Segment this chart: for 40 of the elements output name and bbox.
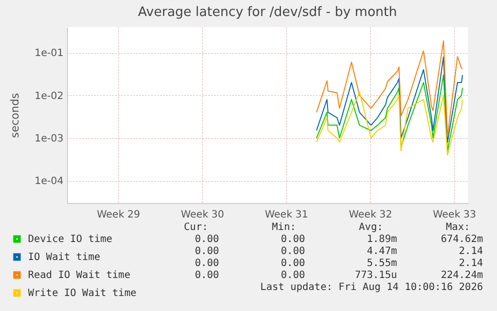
text: Max: (446, 222, 470, 234)
x-tick-label: Week 31 (264, 210, 308, 220)
text: 0.00 (280, 234, 305, 246)
text: 2.14 (458, 246, 483, 258)
x-tick-label: Week 32 (348, 210, 392, 220)
y-tick-label: 1e-01 (34, 48, 64, 60)
text: 0.00 (194, 234, 219, 246)
x-tick-label: Week 33 (432, 210, 476, 220)
text: 0.00 (280, 270, 305, 282)
text: 0.00 (194, 270, 219, 282)
text: Avg: (358, 222, 383, 234)
text: 674.62m (440, 234, 483, 246)
y-tick-label: 1e-04 (34, 176, 64, 188)
y-tick-label: 1e-02 (34, 90, 64, 102)
text: 2.14 (458, 258, 483, 270)
text: 1.89m (366, 234, 397, 246)
legend-label: Write IO Wait time (28, 288, 136, 299)
text: Min: (272, 222, 296, 234)
x-tick-label: Week 30 (180, 210, 224, 220)
text: 0.00 (280, 246, 305, 258)
legend-label: Read IO Wait time (28, 270, 130, 281)
text: 0.00 (280, 258, 305, 270)
line-series (316, 56, 463, 143)
text: 5.55m (366, 258, 397, 270)
text: 0.00 (194, 258, 219, 270)
line-series (316, 40, 463, 137)
text: 4.47m (366, 246, 397, 258)
text: Cur: (184, 222, 208, 234)
text: 0.00 (194, 246, 219, 258)
x-tick-label: Week 29 (96, 210, 140, 220)
chart-title: Average latency for /dev/sdf - by month (138, 5, 397, 20)
text: 224.24m (440, 270, 483, 282)
legend-label: Device IO time (28, 234, 112, 245)
legend-label: IO Wait time (28, 252, 100, 263)
text: Last update: Fri Aug 14 10:00:16 2026 (260, 282, 483, 294)
y-axis-title: seconds (8, 92, 22, 138)
text: 773.15u (354, 270, 397, 282)
y-tick-label: 1e-03 (34, 134, 64, 145)
line-series (316, 74, 463, 152)
line-series (316, 91, 463, 156)
